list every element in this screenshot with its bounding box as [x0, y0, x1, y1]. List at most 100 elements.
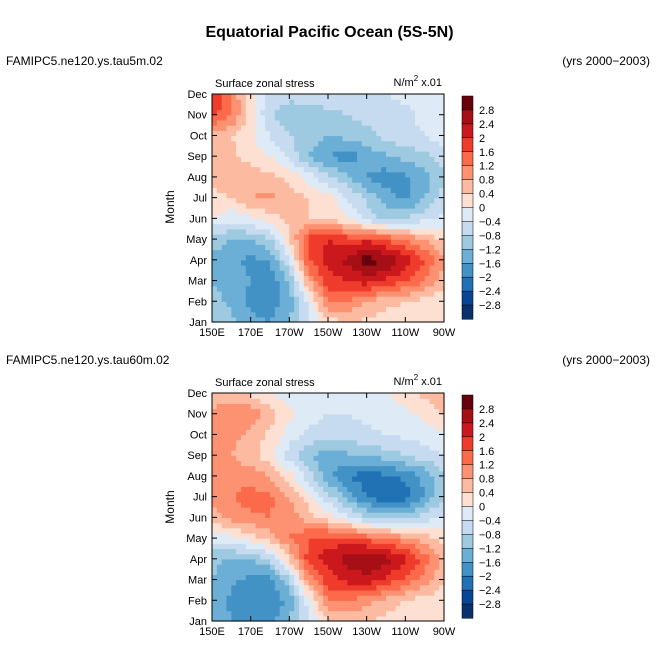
heatmap-cell [352, 114, 358, 121]
heatmap-cell [400, 569, 406, 575]
heatmap-cell [231, 311, 237, 318]
heatmap-cell [303, 574, 310, 581]
heatmap-cell [357, 418, 363, 425]
heatmap-cell [231, 130, 237, 137]
heatmap-cell [429, 475, 435, 482]
heatmap-cell [434, 470, 440, 477]
heatmap-cell [241, 119, 247, 126]
heatmap-cell [313, 450, 319, 456]
heatmap-cell [328, 202, 334, 209]
heatmap-cell [294, 259, 300, 266]
heatmap-cell [212, 270, 218, 276]
heatmap-cell [366, 558, 373, 565]
heatmap-cell [357, 192, 363, 199]
colorbar-label: 2.8 [479, 105, 494, 117]
heatmap-cell [216, 104, 223, 111]
heatmap-cell [381, 481, 387, 487]
heatmap-cell [390, 176, 397, 183]
heatmap-cell [270, 413, 276, 420]
heatmap-cell [405, 507, 411, 513]
heatmap-cell [289, 109, 295, 116]
colorbar-label: 2.8 [479, 404, 494, 416]
heatmap-cell [429, 296, 435, 302]
heatmap-cell [434, 439, 440, 446]
heatmap-cell [255, 94, 261, 100]
heatmap-cell [381, 507, 387, 513]
heatmap-cell [303, 579, 310, 586]
heatmap-cell [323, 501, 329, 508]
heatmap-cell [381, 151, 387, 157]
heatmap-cell [337, 306, 344, 313]
heatmap-cell [270, 228, 276, 235]
heatmap-cell [434, 564, 440, 570]
heatmap-cell [395, 501, 402, 508]
heatmap-cell [294, 135, 300, 142]
heatmap-cell [226, 569, 232, 575]
heatmap-cell [260, 558, 266, 565]
heatmap-cell [376, 145, 382, 152]
heatmap-cell [255, 130, 261, 137]
heatmap-cell [371, 202, 377, 209]
heatmap-cell [342, 481, 348, 487]
heatmap-cell [318, 553, 324, 560]
heatmap-cell [376, 408, 382, 415]
heatmap-cell [439, 574, 445, 581]
heatmap-cell [303, 507, 310, 513]
heatmap-cell [328, 564, 334, 570]
heatmap-cell [231, 290, 237, 297]
heatmap-cell [289, 408, 295, 415]
heatmap-cell [415, 99, 421, 105]
heatmap-cell [376, 429, 382, 436]
heatmap-cell [415, 114, 421, 121]
heatmap-cell [332, 600, 339, 607]
heatmap-cell [390, 166, 397, 173]
heatmap-cell [226, 512, 232, 518]
heatmap-cell [313, 270, 319, 276]
heatmap-cell [274, 99, 281, 105]
heatmap-cell [405, 393, 411, 399]
heatmap-cell [270, 270, 276, 276]
heatmap-cell [376, 218, 382, 225]
heatmap-cell [303, 491, 310, 498]
heatmap-cell [332, 553, 339, 560]
heatmap-cell [274, 156, 281, 162]
heatmap-cell [361, 119, 368, 126]
heatmap-cell [381, 197, 387, 204]
heatmap-cell [371, 393, 377, 399]
heatmap-cell [265, 285, 271, 292]
heatmap-cell [386, 259, 392, 266]
heatmap-cell [270, 208, 276, 214]
heatmap-cell [376, 151, 382, 157]
heatmap-cell [337, 413, 344, 420]
heatmap-cell [415, 166, 421, 173]
heatmap-cell [357, 130, 363, 137]
heatmap-cell [337, 429, 344, 436]
heatmap-cell [308, 223, 315, 230]
heatmap-cell [337, 187, 344, 194]
heatmap-cell [294, 208, 300, 214]
heatmap-cell [299, 408, 305, 415]
heatmap-cell [352, 429, 358, 436]
heatmap-cell [352, 403, 358, 410]
heatmap-cell [250, 615, 257, 622]
heatmap-cell [308, 450, 315, 456]
heatmap-cell [299, 434, 305, 441]
heatmap-cell [405, 187, 411, 194]
heatmap-cell [318, 208, 324, 214]
heatmap-cell [366, 481, 373, 487]
heatmap-cell [347, 501, 353, 508]
heatmap-cell [400, 434, 406, 441]
heatmap-cell [424, 589, 431, 596]
heatmap-cell [323, 94, 329, 100]
heatmap-cell [318, 275, 324, 282]
heatmap-cell [279, 99, 286, 105]
heatmap-cell [241, 605, 247, 612]
heatmap-cell [429, 171, 435, 178]
heatmap-cell [260, 228, 266, 235]
heatmap-cell [212, 589, 218, 596]
heatmap-cell [400, 584, 406, 591]
heatmap-cell [260, 450, 266, 456]
heatmap-cell [332, 496, 339, 503]
heatmap-cell [284, 522, 290, 529]
heatmap-cell [241, 481, 247, 487]
